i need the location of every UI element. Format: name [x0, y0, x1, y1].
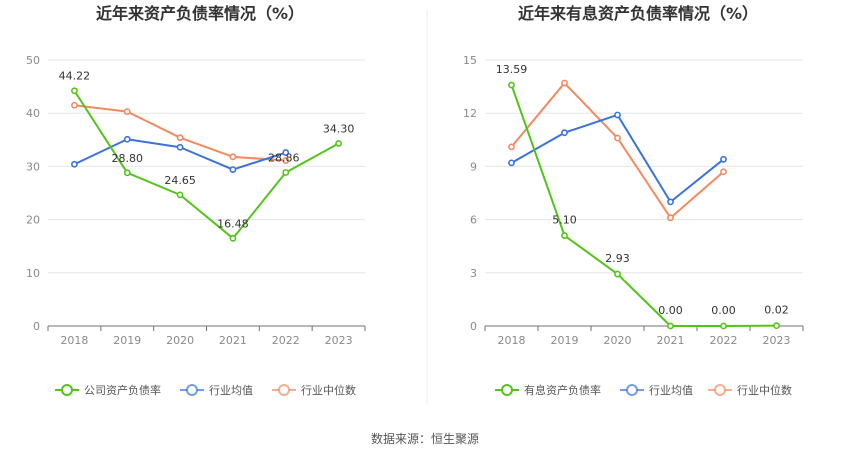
x-tick-label: 2021	[219, 334, 247, 347]
data-point	[614, 111, 621, 119]
data-label: 2.93	[605, 252, 630, 265]
x-tick-label: 2020	[604, 334, 632, 347]
series-line	[510, 82, 725, 219]
interest-bearing-liability-chart: 近年来有息资产负债率情况（%） 0 3 6 9 12 15 2018 2019 2020 2021 2…	[463, 4, 804, 397]
legend-label: 行业均值	[209, 384, 253, 397]
data-point	[720, 322, 727, 330]
data-point	[335, 140, 342, 147]
series-line	[510, 84, 777, 327]
x-tick-label: 2022	[710, 334, 738, 347]
data-point	[71, 87, 78, 95]
x-tick-label: 2018	[60, 334, 88, 347]
y-tick-label: 15	[463, 54, 477, 67]
data-point	[508, 159, 515, 167]
data-point	[614, 134, 621, 142]
y-tick-label: 0	[33, 320, 40, 333]
x-tick-label: 2018	[498, 334, 526, 347]
data-label: 28.80	[112, 152, 144, 165]
data-point	[229, 234, 237, 242]
x-tick-label: 2023	[763, 334, 791, 347]
data-label: 0.00	[711, 304, 736, 317]
y-tick-label: 12	[463, 107, 477, 120]
data-label: 13.59	[496, 63, 528, 76]
data-label: 5.10	[552, 214, 577, 227]
data-point	[773, 322, 780, 330]
data-point	[508, 143, 515, 151]
y-tick-label: 0	[470, 320, 477, 333]
data-label: 0.00	[658, 304, 683, 317]
data-point	[229, 153, 237, 161]
data-point	[282, 149, 290, 156]
legend-label: 有息资产负债率	[524, 383, 601, 397]
data-point	[176, 134, 184, 142]
data-point	[561, 79, 568, 87]
legend-marker	[186, 384, 198, 396]
data-point	[123, 108, 131, 116]
data-point	[123, 169, 131, 177]
chart-title: 近年来有息资产负债率情况（%）	[518, 4, 758, 23]
x-tick-label: 2023	[325, 334, 353, 347]
data-label: 44.22	[59, 70, 91, 83]
data-source-label: 数据来源：恒生聚源	[371, 431, 479, 446]
x-tick-label: 2019	[113, 334, 141, 347]
data-point	[282, 169, 290, 176]
series-line	[73, 138, 287, 171]
x-tick-label: 2019	[551, 334, 579, 347]
asset-liability-chart: 近年来资产负债率情况（%） 0 10 20 30 40 50 2018 2019 2020 2021…	[26, 4, 366, 397]
x-tick-label: 2020	[166, 334, 194, 347]
data-point	[667, 198, 674, 206]
data-point	[720, 168, 727, 176]
data-label: 24.65	[164, 174, 196, 187]
x-tick-label: 2021	[657, 334, 685, 347]
data-label: 16.48	[217, 217, 249, 230]
y-tick-label: 30	[26, 160, 40, 173]
x-tick-label: 2022	[272, 334, 300, 347]
legend-label: 公司资产负债率	[84, 383, 161, 397]
data-point	[176, 191, 184, 199]
legend-label: 行业中位数	[737, 383, 792, 397]
data-point	[614, 270, 621, 278]
legend-label: 行业均值	[649, 384, 693, 397]
legend-marker	[626, 384, 638, 396]
data-point	[71, 101, 78, 109]
legend-marker	[278, 384, 290, 396]
y-tick-label: 20	[26, 214, 40, 227]
legend-marker	[61, 384, 73, 396]
data-label: 0.02	[764, 304, 789, 317]
series-line	[73, 90, 340, 240]
data-label: 34.30	[323, 123, 355, 136]
y-tick-label: 50	[26, 54, 40, 67]
data-point	[667, 214, 674, 222]
y-tick-label: 6	[470, 214, 477, 227]
data-point	[667, 322, 674, 330]
chart-title: 近年来资产负债率情况（%）	[96, 4, 304, 23]
data-point	[720, 155, 727, 163]
data-label: 28.86	[268, 151, 300, 164]
data-point	[71, 160, 78, 168]
data-point	[561, 129, 568, 137]
data-point	[508, 81, 515, 89]
legend-label: 行业中位数	[301, 383, 356, 397]
y-tick-label: 3	[470, 267, 477, 280]
y-tick-label: 10	[26, 267, 40, 280]
data-point	[561, 232, 568, 239]
data-point	[176, 143, 184, 151]
y-tick-label: 9	[470, 160, 477, 173]
legend-marker	[501, 384, 513, 396]
data-point	[123, 135, 131, 143]
y-tick-label: 40	[26, 107, 40, 120]
data-point	[282, 157, 290, 164]
legend-marker	[714, 384, 726, 396]
series-line	[511, 113, 725, 203]
data-point	[229, 166, 237, 173]
